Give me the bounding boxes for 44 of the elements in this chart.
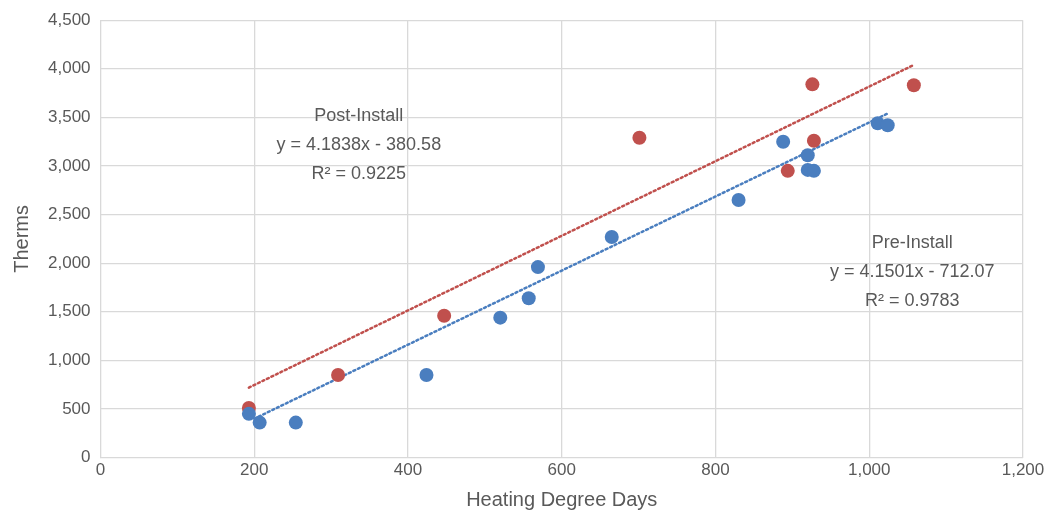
annotation: Pre-Install: [871, 232, 953, 253]
y-tick-label: 2,000: [47, 252, 91, 272]
point: [906, 78, 921, 93]
point: [632, 130, 647, 145]
point: [521, 291, 536, 306]
annotation: R² = 0.9225: [311, 163, 407, 184]
point: [437, 308, 452, 323]
point: [806, 133, 821, 148]
point: [288, 415, 303, 430]
x-tick-label: 400: [393, 460, 423, 480]
y-tick-label: 4,500: [47, 9, 91, 29]
y-tick-label: 1,000: [47, 350, 91, 370]
annotation: y = 4.1501x - 712.07: [829, 261, 995, 282]
x-axis-title: Heating Degree Days: [466, 487, 658, 510]
point: [419, 367, 434, 382]
point: [604, 229, 619, 244]
y-tick-label: 3,500: [47, 107, 91, 127]
y-tick-label: 500: [62, 398, 91, 418]
point: [780, 163, 795, 178]
point: [241, 406, 256, 421]
y-tick-label: 0: [81, 447, 91, 467]
point: [800, 148, 815, 163]
y-tick-label: 3,000: [47, 155, 91, 175]
y-tick-label: 1,500: [47, 301, 91, 321]
point: [805, 77, 820, 92]
y-tick-label: 2,500: [47, 204, 91, 224]
point: [880, 118, 895, 133]
point: [530, 260, 545, 275]
point: [776, 134, 791, 149]
x-tick-label: 200: [240, 460, 269, 480]
point: [252, 415, 267, 430]
annotation: R² = 0.9783: [865, 290, 960, 311]
x-tick-label: 800: [701, 460, 730, 480]
annotation: Post-Install: [314, 105, 404, 126]
y-axis-title: Therms: [9, 205, 32, 273]
point: [331, 367, 346, 382]
annotation: y = 4.1838x - 380.58: [276, 134, 442, 155]
x-tick-label: 0: [95, 460, 106, 480]
x-tick-label: 1,000: [847, 460, 891, 480]
x-tick-label: 600: [547, 460, 576, 480]
point: [731, 193, 746, 208]
y-tick-label: 4,000: [47, 58, 91, 78]
point: [493, 310, 508, 325]
x-tick-label: 1,200: [1001, 460, 1045, 480]
